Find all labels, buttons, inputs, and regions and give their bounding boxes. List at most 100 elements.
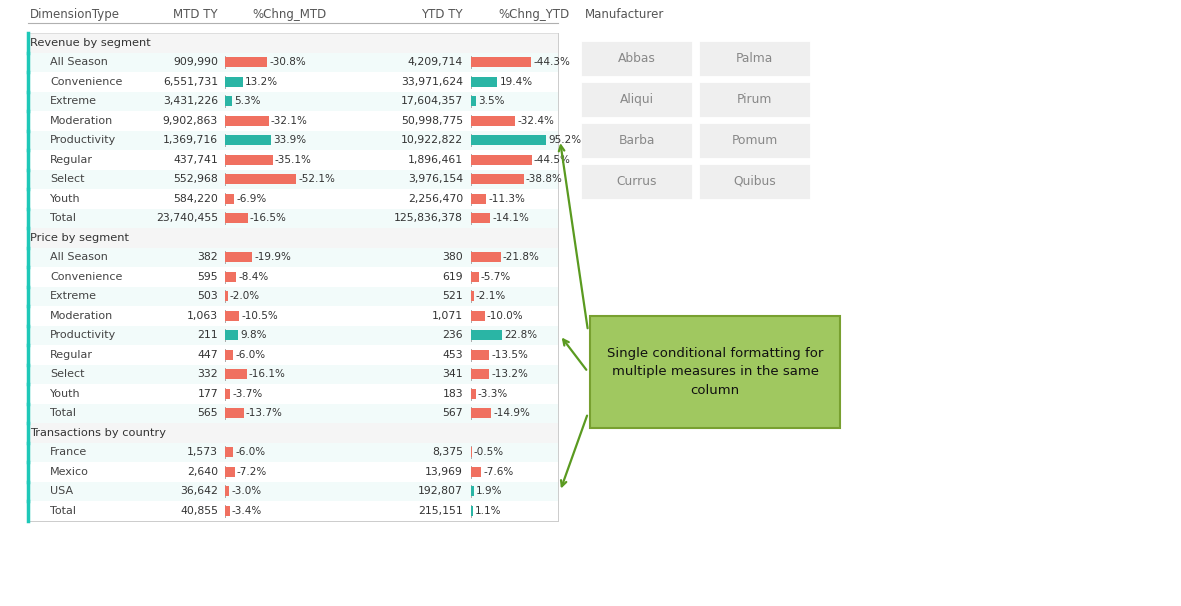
Text: -10.5%: -10.5% (241, 311, 278, 321)
Bar (28, 170, 557, 189)
Bar (471, 330, 502, 341)
Bar (580, 122, 693, 159)
Text: France: France (50, 447, 87, 458)
Text: Select: Select (50, 175, 85, 184)
Text: 1,369,716: 1,369,716 (163, 135, 218, 145)
Text: -13.5%: -13.5% (491, 350, 528, 360)
Text: Total: Total (50, 408, 76, 418)
Bar (226, 291, 228, 301)
Bar (471, 252, 501, 262)
Bar (471, 271, 478, 282)
Bar (28, 130, 557, 150)
Bar (471, 388, 476, 399)
Text: -3.4%: -3.4% (231, 506, 262, 516)
Text: 619: 619 (443, 271, 463, 282)
Text: 4,209,714: 4,209,714 (407, 57, 463, 67)
Text: 17,604,357: 17,604,357 (400, 96, 463, 106)
Text: -16.1%: -16.1% (249, 369, 286, 379)
Bar (226, 57, 267, 67)
Text: 50,998,775: 50,998,775 (400, 116, 463, 126)
Bar (226, 388, 230, 399)
FancyBboxPatch shape (590, 316, 840, 428)
Bar (471, 57, 531, 67)
Text: Pirum: Pirum (737, 93, 772, 106)
Bar (471, 96, 476, 106)
Text: 565: 565 (197, 408, 218, 418)
Bar (226, 271, 236, 282)
Bar (471, 155, 531, 165)
Text: 1,071: 1,071 (432, 311, 463, 321)
Bar (580, 163, 693, 200)
Text: 1,573: 1,573 (187, 447, 218, 458)
Text: 183: 183 (443, 389, 463, 399)
Bar (28, 267, 557, 287)
Bar (698, 163, 811, 200)
Text: -38.8%: -38.8% (526, 175, 563, 184)
Text: 125,836,378: 125,836,378 (394, 213, 463, 223)
Text: 1.1%: 1.1% (475, 506, 501, 516)
Text: 8,375: 8,375 (432, 447, 463, 458)
Bar (471, 116, 515, 126)
Bar (471, 213, 490, 224)
Text: -21.8%: -21.8% (503, 252, 540, 262)
Text: -14.1%: -14.1% (492, 213, 529, 223)
Text: 2,256,470: 2,256,470 (407, 194, 463, 204)
Text: -3.3%: -3.3% (477, 389, 508, 399)
Text: 13.2%: 13.2% (244, 77, 278, 87)
Bar (28, 501, 557, 521)
Text: 22.8%: 22.8% (504, 330, 537, 340)
Bar (226, 486, 229, 496)
Text: 595: 595 (197, 271, 218, 282)
Text: Productivity: Productivity (50, 135, 116, 145)
Text: 9,902,863: 9,902,863 (163, 116, 218, 126)
Text: Currus: Currus (616, 175, 657, 188)
Bar (28, 404, 557, 423)
Bar (28, 325, 557, 345)
Text: -13.7%: -13.7% (246, 408, 282, 418)
Bar (226, 213, 248, 224)
Text: Total: Total (50, 213, 76, 223)
Bar (226, 194, 234, 204)
Bar (471, 311, 484, 321)
Text: Abbas: Abbas (618, 52, 655, 65)
Text: 341: 341 (443, 369, 463, 379)
Text: -7.2%: -7.2% (237, 467, 267, 477)
Text: 567: 567 (443, 408, 463, 418)
Text: Manufacturer: Manufacturer (585, 8, 665, 21)
Bar (28, 306, 557, 325)
Bar (226, 96, 233, 106)
Text: -44.5%: -44.5% (534, 155, 570, 165)
Text: 584,220: 584,220 (174, 194, 218, 204)
Text: 13,969: 13,969 (425, 467, 463, 477)
Text: Transactions by country: Transactions by country (30, 428, 167, 438)
Bar (226, 467, 235, 477)
Text: 36,642: 36,642 (181, 486, 218, 496)
Bar (698, 40, 811, 77)
Text: Regular: Regular (50, 155, 93, 165)
Text: Regular: Regular (50, 350, 93, 360)
Text: 3,431,226: 3,431,226 (163, 96, 218, 106)
Text: 332: 332 (197, 369, 218, 379)
Bar (226, 408, 243, 418)
Text: -2.1%: -2.1% (476, 291, 507, 301)
Text: 437,741: 437,741 (174, 155, 218, 165)
Bar (28, 92, 557, 111)
Text: DimensionType: DimensionType (30, 8, 120, 21)
Text: 447: 447 (197, 350, 218, 360)
Text: Total: Total (50, 506, 76, 516)
Bar (28, 442, 557, 462)
Text: 6,551,731: 6,551,731 (163, 77, 218, 87)
Text: -13.2%: -13.2% (491, 369, 528, 379)
Text: 177: 177 (197, 389, 218, 399)
Text: Moderation: Moderation (50, 311, 113, 321)
Text: 380: 380 (442, 252, 463, 262)
Bar (580, 40, 693, 77)
Text: Youth: Youth (50, 389, 80, 399)
Bar (226, 155, 273, 165)
Bar (226, 252, 252, 262)
Text: 2,640: 2,640 (187, 467, 218, 477)
Bar (28, 111, 557, 130)
Bar (471, 408, 491, 418)
Bar (471, 77, 497, 87)
Bar (226, 369, 247, 379)
